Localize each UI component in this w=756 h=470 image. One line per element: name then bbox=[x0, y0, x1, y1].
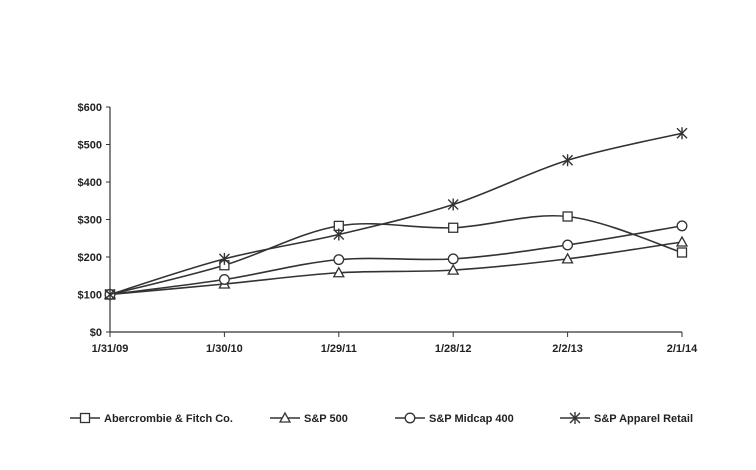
y-tick-label: $200 bbox=[78, 252, 102, 264]
data-point bbox=[218, 252, 230, 265]
legend-item: S&P Midcap 400 bbox=[395, 412, 514, 425]
legend-label: S&P Apparel Retail bbox=[594, 413, 693, 425]
y-axis-ticks: $0 $100 $200 $300 $400 $500 $600 bbox=[78, 102, 110, 339]
x-tick-label: 1/31/09 bbox=[92, 343, 129, 355]
legend-item: Abercrombie & Fitch Co. bbox=[70, 412, 233, 425]
legend-label: S&P 500 bbox=[304, 413, 348, 425]
data-point bbox=[562, 211, 573, 222]
series-star bbox=[104, 127, 688, 301]
data-point bbox=[332, 266, 345, 278]
x-tick-label: 1/30/10 bbox=[206, 343, 243, 355]
legend: Abercrombie & Fitch Co. S&P 500 S&P Midcap… bbox=[70, 411, 693, 425]
y-tick-label: $600 bbox=[78, 102, 102, 114]
data-point bbox=[676, 247, 688, 258]
series-line bbox=[109, 225, 683, 296]
data-point bbox=[218, 274, 230, 285]
legend-label: Abercrombie & Fitch Co. bbox=[104, 413, 233, 425]
data-point bbox=[447, 198, 459, 211]
x-tick-label: 1/28/12 bbox=[435, 343, 472, 355]
legend-marker bbox=[278, 411, 292, 423]
x-axis-ticks: 1/31/09 1/30/10 1/29/11 1/28/12 2/2/13 2/1/14 bbox=[92, 332, 698, 355]
data-point bbox=[676, 127, 688, 140]
legend-marker bbox=[79, 412, 91, 424]
x-tick-label: 1/29/11 bbox=[321, 343, 357, 355]
legend-marker bbox=[404, 412, 416, 424]
data-point bbox=[447, 263, 460, 275]
data-point bbox=[333, 228, 345, 241]
y-tick-label: $500 bbox=[78, 140, 102, 152]
data-point bbox=[104, 288, 116, 301]
legend-item: S&P Apparel Retail bbox=[560, 412, 693, 425]
data-point bbox=[676, 220, 688, 232]
data-point bbox=[675, 235, 689, 247]
legend-marker bbox=[569, 412, 581, 424]
x-tick-label: 2/2/13 bbox=[552, 343, 583, 355]
series-layer bbox=[103, 127, 689, 301]
data-point bbox=[447, 253, 459, 265]
y-tick-label: $100 bbox=[78, 290, 102, 302]
data-point bbox=[562, 239, 574, 251]
data-point bbox=[333, 254, 345, 266]
y-tick-label: $300 bbox=[78, 215, 102, 227]
y-tick-label: $0 bbox=[90, 327, 102, 339]
series-line bbox=[109, 214, 683, 296]
legend-item: S&P 500 bbox=[270, 411, 348, 425]
legend-label: S&P Midcap 400 bbox=[429, 413, 514, 425]
y-tick-label: $400 bbox=[78, 177, 102, 189]
series-line bbox=[109, 132, 683, 296]
data-point bbox=[448, 222, 459, 233]
series-square bbox=[104, 211, 688, 300]
data-point bbox=[562, 154, 574, 167]
data-point bbox=[561, 252, 574, 264]
x-tick-label: 2/1/14 bbox=[667, 343, 698, 355]
series-line bbox=[109, 241, 683, 296]
